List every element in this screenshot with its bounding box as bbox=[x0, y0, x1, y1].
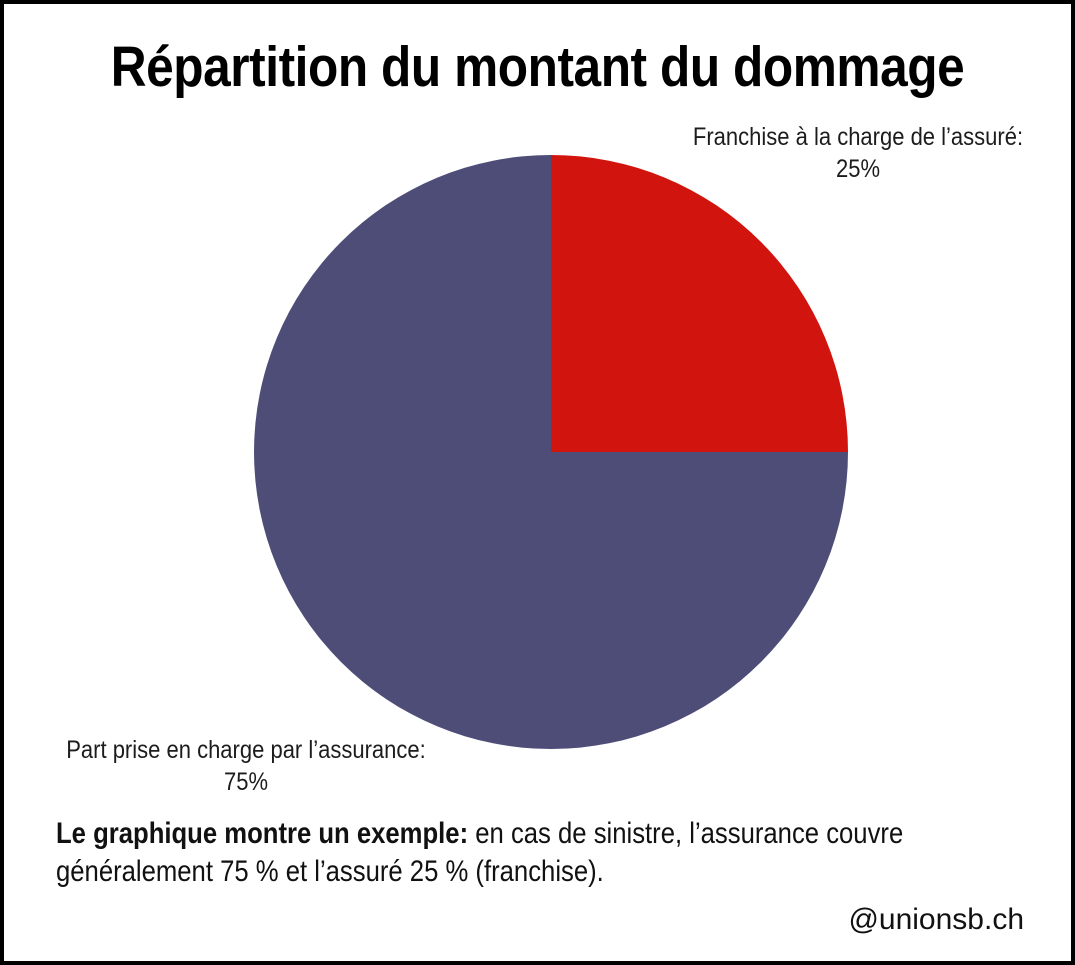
watermark-handle: @unionsb.ch bbox=[848, 903, 1024, 936]
chart-title: Répartition du montant du dommage bbox=[110, 35, 965, 99]
pie-chart bbox=[254, 155, 848, 749]
footnote-line2: généralement 75 % et l’assuré 25 % (fran… bbox=[56, 855, 604, 888]
slice-label-franchise-text: Franchise à la charge de l’assuré: bbox=[692, 123, 1024, 151]
slice-label-assurance: Part prise en charge par l’assurance: 75… bbox=[44, 734, 449, 798]
footnote: Le graphique montre un exemple: en cas d… bbox=[56, 815, 903, 891]
footnote-bold-prefix: Le graphique montre un exemple: bbox=[56, 817, 469, 850]
footnote-line1-rest: en cas de sinistre, l’assurance couvre bbox=[468, 817, 904, 850]
slice-label-assurance-value: 75% bbox=[223, 768, 269, 796]
slice-label-assurance-text: Part prise en charge par l’assurance: bbox=[66, 736, 426, 764]
slice-label-franchise-value: 25% bbox=[835, 155, 881, 183]
slice-label-franchise: Franchise à la charge de l’assuré: 25% bbox=[673, 121, 1043, 185]
